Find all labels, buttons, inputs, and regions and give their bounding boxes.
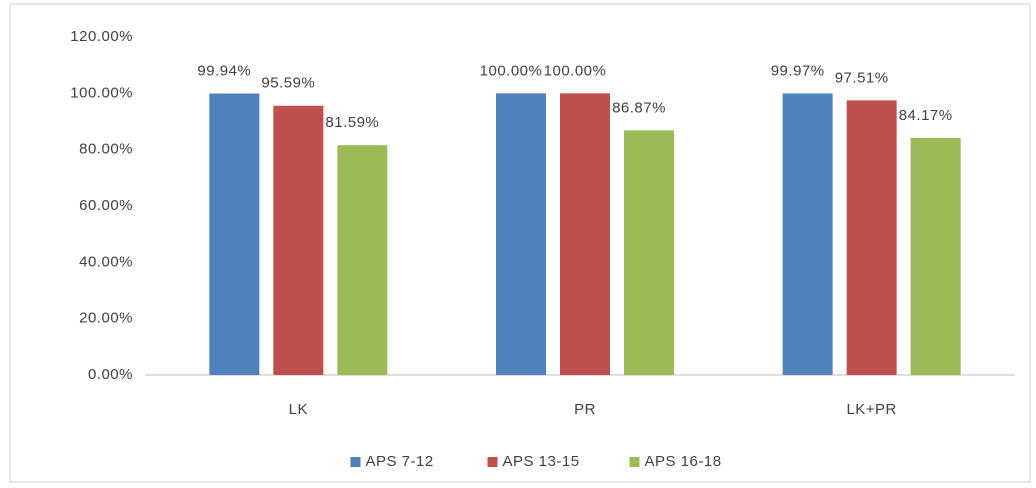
bar: [337, 145, 388, 375]
legend-label: APS 7-12: [366, 453, 434, 470]
x-tick-label: LK: [289, 401, 308, 418]
legend-label: APS 16-18: [645, 453, 722, 470]
data-label: 86.87%: [612, 99, 666, 116]
bar: [273, 105, 324, 376]
legend-swatch: [487, 457, 498, 467]
y-tick-label: 0.00%: [88, 366, 133, 383]
bar: [782, 93, 833, 375]
bar: [560, 93, 610, 375]
data-label: 95.59%: [261, 75, 315, 92]
x-tick-label: PR: [574, 401, 596, 418]
x-tick-label: LK+PR: [846, 401, 896, 418]
y-tick-label: 20.00%: [79, 310, 133, 327]
bar: [910, 137, 961, 375]
data-label: 81.59%: [325, 114, 379, 131]
bar: [846, 100, 897, 375]
y-tick-label: 40.00%: [79, 253, 133, 270]
data-label: 100.00%: [544, 62, 607, 79]
chart-border: [9, 3, 1031, 483]
data-label: 97.51%: [835, 69, 889, 86]
bar: [624, 130, 674, 375]
data-label: 100.00%: [480, 62, 543, 79]
bar: [496, 93, 546, 375]
legend-swatch: [629, 457, 640, 467]
bar: [209, 93, 260, 376]
y-tick-label: 120.00%: [70, 28, 133, 45]
data-label: 99.94%: [197, 62, 251, 79]
y-tick-label: 80.00%: [79, 141, 133, 158]
y-tick-label: 60.00%: [79, 197, 133, 214]
data-label: 99.97%: [771, 62, 825, 79]
legend-label: APS 13-15: [503, 453, 580, 470]
legend-swatch: [350, 457, 361, 467]
data-label: 84.17%: [899, 107, 953, 124]
y-tick-label: 100.00%: [70, 84, 133, 101]
